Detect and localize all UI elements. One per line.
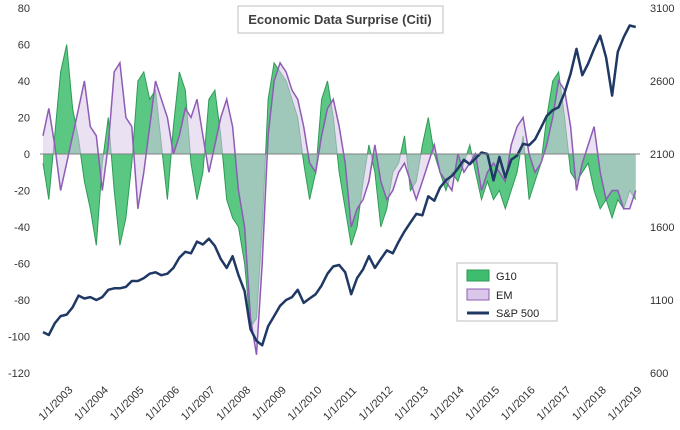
y-left-tick-label: 60	[18, 40, 30, 52]
y-left-tick-label: -100	[8, 332, 30, 344]
y-left-tick-label: -80	[14, 295, 30, 307]
y-left-tick-label: 20	[18, 113, 30, 125]
chart-title: Economic Data Surprise (Citi)	[237, 5, 444, 34]
y-left-tick-label: -40	[14, 222, 30, 234]
chart-title-text: Economic Data Surprise (Citi)	[248, 12, 431, 27]
y-right-tick-label: 2100	[650, 149, 674, 161]
series-layer	[42, 24, 637, 355]
series-em-area	[43, 62, 636, 355]
legend-label-g10: G10	[496, 271, 517, 283]
legend-swatch-g10	[466, 269, 490, 282]
chart-title-box	[237, 5, 444, 34]
series-g10-outline	[42, 44, 637, 329]
y-right-tick-label: 1600	[650, 222, 674, 234]
y-left-tick-label: 80	[18, 3, 30, 15]
y-right-tick-label: 600	[650, 368, 668, 380]
y-left-tick-label: -20	[14, 186, 30, 198]
y-left-tick-label: -60	[14, 259, 30, 271]
legend-label-em: EM	[496, 290, 513, 302]
y-right-tick-label: 3100	[650, 3, 674, 15]
y-left-tick-label: 40	[18, 76, 30, 88]
series-em-line	[42, 60, 637, 355]
y-right-tick-label: 2600	[650, 76, 674, 88]
legend-label-spx: S&P 500	[496, 308, 539, 320]
legend: G10 EM S&P 500	[456, 262, 558, 322]
y-left-tick-label: 0	[24, 149, 30, 161]
y-right-tick-label: 1100	[650, 295, 674, 307]
legend-swatch-em	[466, 288, 490, 301]
series-spx-line	[42, 24, 637, 347]
y-left-tick-label: -120	[8, 368, 30, 380]
